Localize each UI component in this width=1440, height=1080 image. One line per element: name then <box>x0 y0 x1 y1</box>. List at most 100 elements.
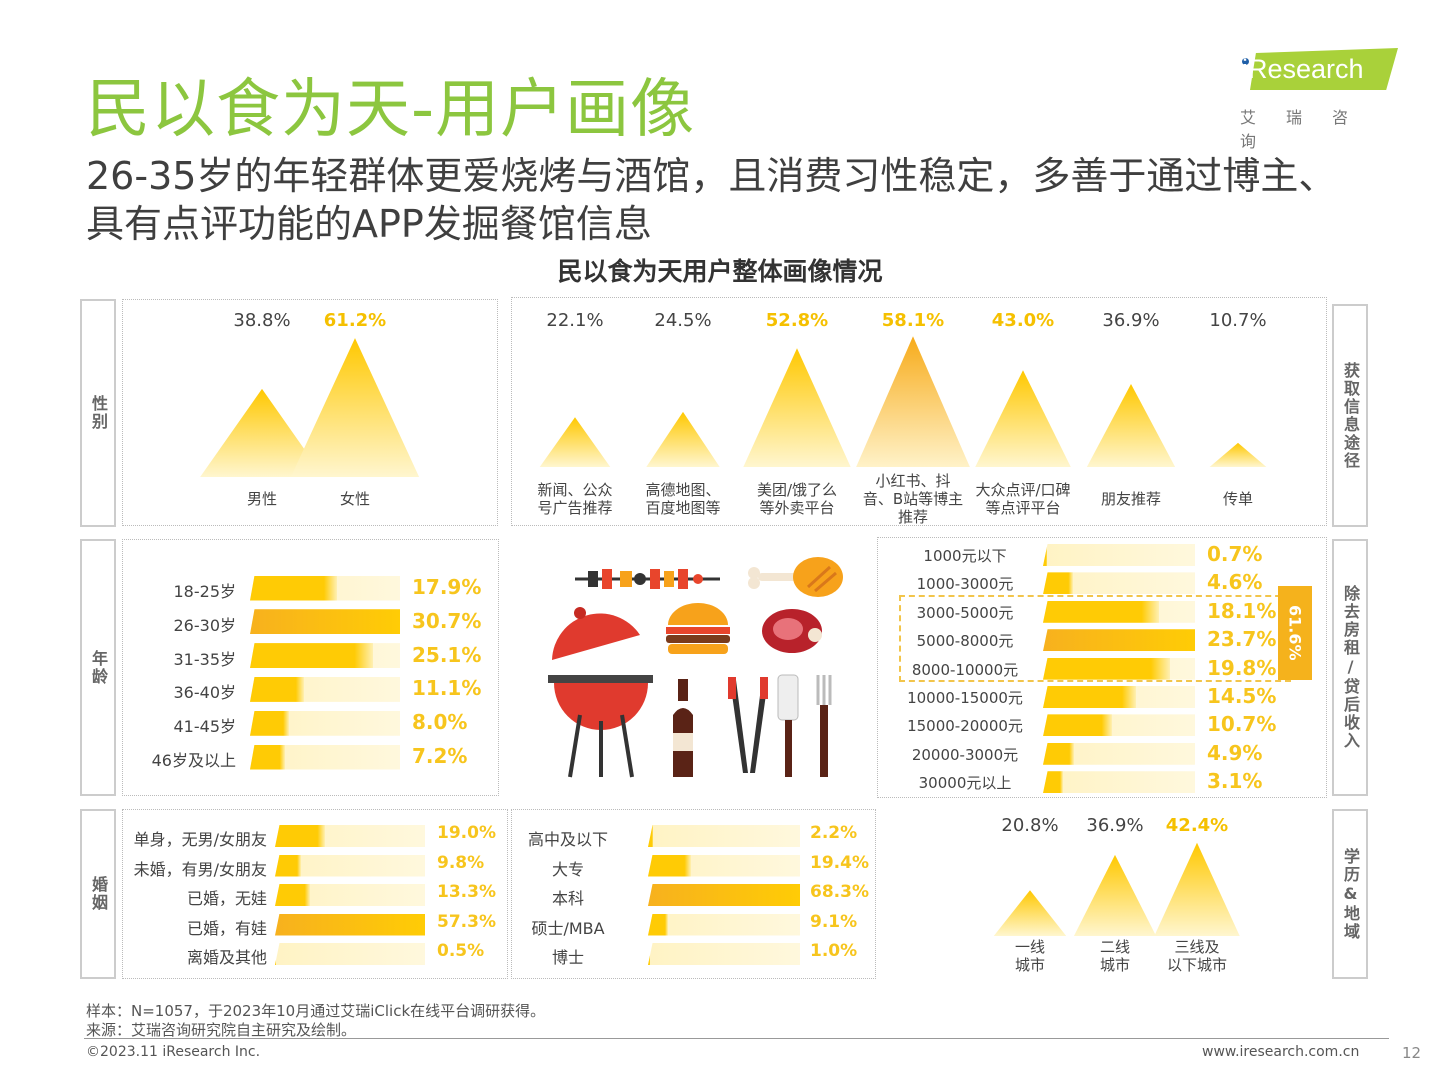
channel-category-label: 朋友推荐 <box>1101 490 1161 508</box>
bar-fill <box>648 854 692 877</box>
utensils-icon <box>777 674 832 777</box>
gender-peak <box>200 388 324 477</box>
side-label-age: 年龄 <box>80 539 116 796</box>
channel-value-label: 58.1% <box>881 310 945 331</box>
website-link[interactable]: www.iresearch.com.cn <box>1202 1044 1360 1060</box>
age-bar-value: 8.0% <box>412 710 468 735</box>
bar-fill <box>1043 600 1160 623</box>
education-bar <box>648 825 800 847</box>
region-peak <box>1073 854 1157 936</box>
income-bar-value: 23.7% <box>1207 627 1277 652</box>
label-line: 朋友推荐 <box>1100 490 1162 508</box>
income-row-label: 10000-15000元 <box>907 689 1023 707</box>
label-line: 大众点评/口碑 <box>975 481 1071 499</box>
label-line: 等点评平台 <box>985 499 1061 517</box>
income-bar <box>1043 742 1195 765</box>
gender-value-label: 38.8% <box>233 310 291 331</box>
income-row-label: 20000-3000元 <box>911 745 1019 764</box>
label-line: 音、B站等博主 <box>862 490 964 508</box>
region-value-label: 42.4% <box>1165 815 1229 836</box>
bar-fill <box>1043 771 1063 794</box>
burger-icon <box>666 603 730 654</box>
income-bar <box>1043 714 1195 737</box>
marital-bar-value: 57.3% <box>437 911 496 932</box>
channel-peak <box>975 370 1071 467</box>
income-row-label: 5000-8000元 <box>916 632 1014 651</box>
bar-fill <box>250 609 400 635</box>
iresearch-logo: iResearch 艾瑞咨询 <box>1240 48 1400 151</box>
bbq-illustration <box>548 557 843 778</box>
bar-fill <box>250 710 290 736</box>
label-line: 等外卖平台 <box>759 499 835 517</box>
bar-fill <box>250 676 305 702</box>
beer-bottle-icon <box>673 679 693 777</box>
channel-peak <box>646 411 720 467</box>
education-bar-value: 1.0% <box>810 941 858 961</box>
channel-value-label: 24.5% <box>654 310 712 331</box>
marital-bar <box>275 825 425 847</box>
gender-panel <box>122 299 498 526</box>
label-line: 高德地图、 <box>645 481 721 499</box>
income-bar <box>1043 771 1195 794</box>
channel-category-label: 大众点评/口碑 等点评平台 <box>975 481 1070 517</box>
income-bar-value: 3.1% <box>1207 769 1263 794</box>
region-peak <box>993 890 1067 936</box>
footer-divider <box>84 1038 1389 1039</box>
age-bar <box>250 609 400 635</box>
education-row-label: 博士 <box>551 948 584 967</box>
marital-row-label: 已婚，无娃 <box>186 889 267 908</box>
income-bar-value: 0.7% <box>1207 542 1263 566</box>
income-row-label: 15000-20000元 <box>907 717 1023 736</box>
gender-value-label: 61.2% <box>323 310 387 331</box>
gender-peak <box>290 338 420 477</box>
channel-value-label: 10.7% <box>1209 310 1267 331</box>
income-highlight-box <box>899 595 1291 682</box>
label-line: 城市 <box>1014 956 1046 974</box>
income-bar <box>1043 657 1195 680</box>
education-row-label: 硕士/MBA <box>531 918 605 938</box>
bar-fill <box>275 854 301 877</box>
copyright: ©2023.11 iResearch Inc. <box>86 1044 261 1060</box>
education-bar-value: 9.1% <box>810 911 858 932</box>
channel-peak <box>743 348 851 467</box>
channel-value-label: 36.9% <box>1102 310 1160 331</box>
bar-fill <box>1043 714 1112 737</box>
channel-value-label: 43.0% <box>991 310 1055 331</box>
education-row-label: 大专 <box>551 859 584 879</box>
income-bar-value: 18.1% <box>1207 598 1277 623</box>
bar-fill <box>1043 629 1195 652</box>
channel-peak <box>856 336 970 467</box>
logo-text: iResearch <box>1242 54 1364 84</box>
age-bar-value: 7.2% <box>412 744 468 768</box>
age-bar-value: 17.9% <box>412 575 482 599</box>
income-bar-value: 19.8% <box>1207 655 1277 680</box>
channel-category-label: 新闻、公众 号广告推荐 <box>537 481 612 517</box>
channel-peak <box>1209 442 1267 467</box>
education-bar-value: 19.4% <box>810 852 869 873</box>
bar-fill <box>1043 572 1073 595</box>
footnote-source: 来源：艾瑞咨询研究院自主研究及绘制。 <box>86 1021 357 1039</box>
region-value-label: 36.9% <box>1086 815 1144 836</box>
chicken-leg-icon <box>748 557 843 597</box>
education-bar <box>648 943 800 965</box>
region-category-label: 一线 城市 <box>1015 938 1045 974</box>
income-row-label: 1000元以下 <box>923 547 1007 565</box>
income-bar <box>1043 544 1195 566</box>
education-row-label: 本科 <box>551 889 584 908</box>
income-row-label: 1000-3000元 <box>916 575 1014 594</box>
income-bar <box>1043 629 1195 652</box>
age-row-label: 31-35岁 <box>173 649 237 669</box>
marital-row-label: 未婚，有男/女朋友 <box>133 859 267 879</box>
income-bar-value: 4.9% <box>1207 740 1263 765</box>
education-bar-value: 68.3% <box>810 882 869 902</box>
age-row-label: 26-30岁 <box>173 615 237 635</box>
income-bar-value: 4.6% <box>1207 570 1263 595</box>
bar-fill <box>275 913 425 936</box>
education-bar-value: 2.2% <box>810 823 858 843</box>
bar-fill <box>1043 657 1170 680</box>
marital-bar-value: 0.5% <box>437 941 485 961</box>
channel-peak <box>539 417 611 467</box>
label-line: 新闻、公众 <box>537 481 613 499</box>
bar-fill <box>250 643 373 669</box>
